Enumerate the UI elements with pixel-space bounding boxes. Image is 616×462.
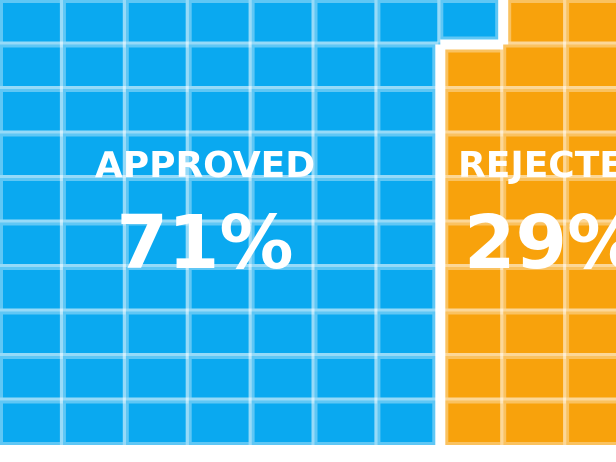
waffle-cell: [442, 308, 507, 359]
waffle-cell: [185, 264, 255, 315]
waffle-cell: [0, 397, 66, 448]
waffle-cell: [374, 175, 439, 226]
waffle-cell: [374, 86, 439, 137]
waffle-cell: [0, 264, 66, 315]
waffle-cell: [59, 397, 129, 448]
waffle-cell: [311, 308, 381, 359]
waffle-cell: [563, 353, 616, 404]
waffle-cell: [185, 308, 255, 359]
waffle-cell: [311, 264, 381, 315]
waffle-cell: [311, 219, 381, 270]
waffle-cell: [0, 308, 66, 359]
waffle-cell: [122, 308, 192, 359]
waffle-cell: [442, 86, 507, 137]
waffle-cell: [563, 175, 616, 226]
waffle-cell: [374, 308, 439, 359]
waffle-cell: [311, 130, 381, 181]
waffle-cell: [374, 41, 439, 92]
waffle-cell: [442, 397, 507, 448]
waffle-cell: [248, 264, 318, 315]
waffle-cell: [500, 353, 570, 404]
waffle-cell: [59, 308, 129, 359]
waffle-cell: [122, 353, 192, 404]
waffle-cell: [59, 0, 129, 48]
waffle-cell: [185, 86, 255, 137]
waffle-cell: [374, 353, 439, 404]
waffle-cell: [563, 41, 616, 92]
waffle-cell: [311, 353, 381, 404]
waffle-cell: [563, 397, 616, 448]
waffle-cell: [442, 264, 507, 315]
waffle-group: [0, 0, 502, 448]
waffle-cell: [311, 175, 381, 226]
waffle-cell: [248, 353, 318, 404]
waffle-cell: [374, 397, 439, 448]
waffle-cell: [442, 130, 507, 181]
waffle-cell: [437, 0, 502, 43]
waffle-cell: [122, 130, 192, 181]
waffle-cell: [185, 353, 255, 404]
waffle-cell: [374, 0, 444, 48]
waffle-cell: [311, 397, 381, 448]
waffle-cell: [248, 397, 318, 448]
waffle-cell: [122, 86, 192, 137]
waffle-cell: [122, 0, 192, 48]
waffle-cell: [500, 397, 570, 448]
waffle-cell: [185, 41, 255, 92]
category-label: APPROVED: [95, 145, 315, 186]
waffle-cell: [500, 41, 570, 92]
waffle-cell: [59, 86, 129, 137]
value-label: 71%: [116, 200, 293, 286]
waffle-cell: [59, 353, 129, 404]
waffle-cell: [374, 264, 439, 315]
waffle-cell: [0, 86, 66, 137]
waffle-cell: [374, 219, 439, 270]
waffle-cell: [442, 353, 507, 404]
category-label: REJECTED: [458, 145, 616, 186]
waffle-cell: [0, 219, 66, 270]
waffle-cell: [311, 41, 381, 92]
waffle-cell: [59, 41, 129, 92]
waffle-cell: [563, 0, 616, 48]
value-label: 29%: [464, 200, 616, 286]
waffle-cell: [185, 397, 255, 448]
waffle-cell: [248, 308, 318, 359]
waffle-cell: [563, 264, 616, 315]
waffle-cell: [500, 308, 570, 359]
waffle-cell: [185, 0, 255, 48]
waffle-cell: [374, 130, 439, 181]
waffle-cell: [442, 46, 507, 92]
waffle-cell: [563, 308, 616, 359]
waffle-cell: [311, 0, 381, 48]
waffle-cell: [563, 86, 616, 137]
waffle-cell: [0, 175, 66, 226]
waffle-cell: [0, 41, 66, 92]
waffle-group: [442, 0, 616, 448]
waffle-cell: [122, 397, 192, 448]
waffle-cell: [442, 219, 507, 270]
waffle-cell: [311, 86, 381, 137]
waffle-cell: [122, 41, 192, 92]
waffle-cell: [248, 86, 318, 137]
waffle-cell: [505, 0, 570, 48]
waffle-cell: [0, 353, 66, 404]
waffle-cell: [248, 0, 318, 48]
waffle-cell: [500, 86, 570, 137]
waffle-cell: [0, 0, 66, 48]
waffle-cell: [0, 130, 66, 181]
waffle-cell: [248, 41, 318, 92]
